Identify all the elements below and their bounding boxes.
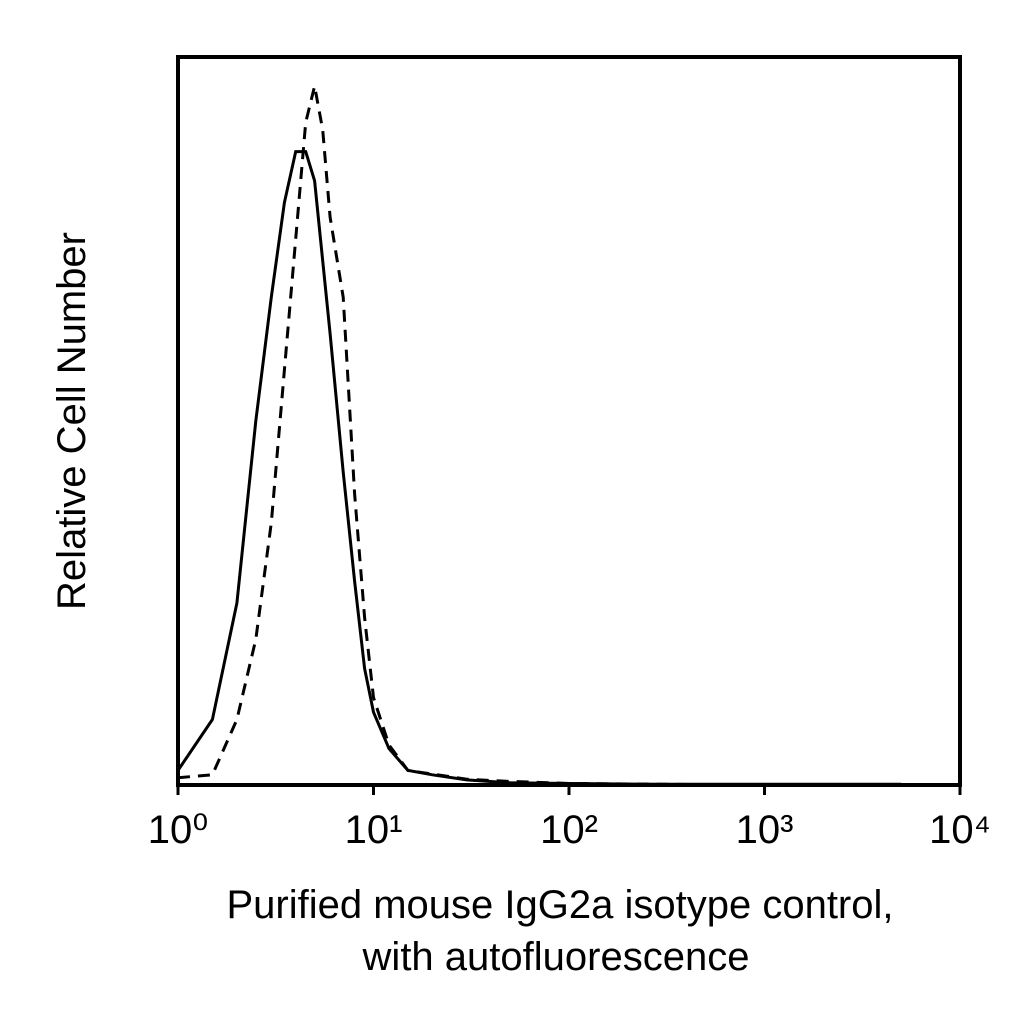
histogram-line [177, 85, 902, 787]
y-axis-label: Relative Cell Number [50, 232, 94, 610]
x-axis-label: Purified mouse IgG2a isotype control, [226, 883, 893, 927]
x-tick-label: 10⁰ [148, 808, 209, 852]
x-tick-label: 10² [540, 808, 598, 852]
x-tick-label: 10¹ [345, 808, 403, 852]
x-tick-label: 10⁴ [929, 808, 991, 852]
x-axis-label: with autofluorescence [362, 935, 750, 979]
histogram-line [176, 150, 902, 786]
plot-frame [176, 55, 962, 787]
x-tick-label: 10³ [736, 808, 794, 852]
